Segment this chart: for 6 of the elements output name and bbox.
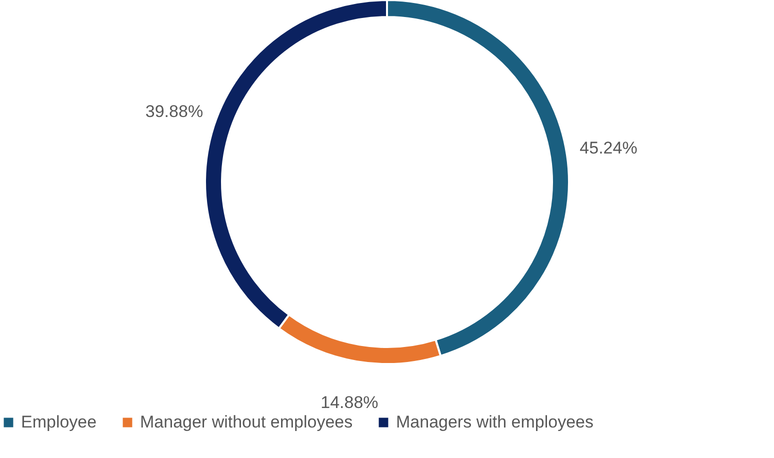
data-label: 14.88%	[320, 392, 378, 412]
data-label: 39.88%	[145, 102, 204, 121]
data-label: 45.24%	[580, 138, 638, 158]
legend-label: Employee	[21, 412, 97, 432]
legend-label: Managers with employees	[396, 412, 594, 432]
legend-label: Manager without employees	[140, 412, 353, 432]
